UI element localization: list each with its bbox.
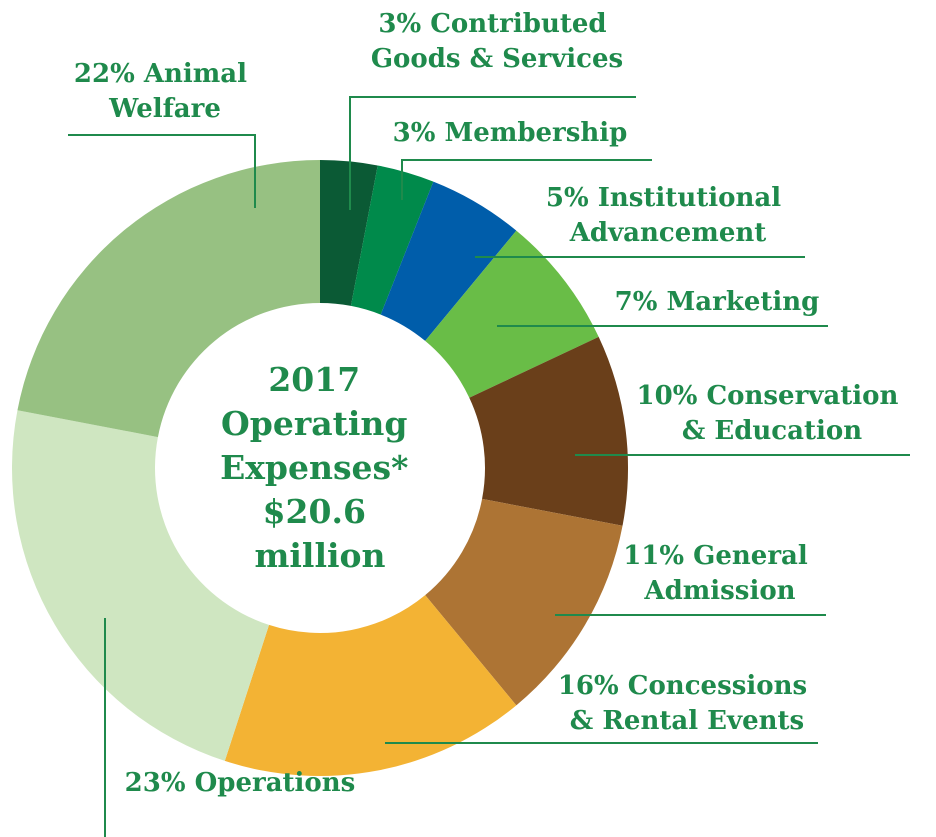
- donut-slice: [224, 595, 517, 776]
- category-label: Concessions & Rental Events: [570, 671, 816, 736]
- donut-slice: [12, 410, 270, 761]
- value-label: 3%: [393, 118, 436, 148]
- category-label: General Admission: [643, 541, 816, 606]
- donut-slice: [425, 230, 599, 398]
- donut-slice: [380, 181, 517, 341]
- slice-label: 10% Conservation & Education: [637, 381, 908, 446]
- donut-slice: [17, 159, 320, 438]
- chart-title: 2017 Operating Expenses* $20.6 million: [220, 360, 420, 575]
- value-label: 23%: [125, 768, 186, 798]
- leader-line: [68, 134, 256, 208]
- donut-slice: [320, 160, 378, 306]
- category-label: Conservation & Education: [682, 381, 908, 446]
- category-label: Operations: [195, 768, 356, 798]
- leader-line: [349, 96, 636, 210]
- value-label: 5%: [546, 183, 589, 213]
- category-label: Contributed Goods & Services: [371, 9, 623, 74]
- slice-label: 16% Concessions & Rental Events: [558, 671, 816, 736]
- donut-slice: [425, 498, 623, 706]
- category-label: Marketing: [667, 287, 820, 317]
- value-label: 7%: [615, 287, 658, 317]
- slice-label: 5% Institutional Advancement: [546, 183, 790, 248]
- value-label: 11%: [623, 541, 684, 571]
- value-label: 22%: [74, 59, 135, 89]
- slice-label: 3% Contributed Goods & Services: [371, 9, 623, 74]
- category-label: Membership: [445, 118, 628, 148]
- slice-label: 11% General Admission: [623, 541, 817, 606]
- value-label: 16%: [558, 671, 619, 701]
- category-label: Institutional Advancement: [569, 183, 790, 248]
- donut-slice: [350, 165, 434, 315]
- slice-label: 23% Operations: [125, 768, 356, 798]
- category-label: Animal Welfare: [108, 59, 256, 124]
- slice-label: 3% Membership: [393, 118, 628, 148]
- donut-slice: [469, 336, 628, 526]
- value-label: 10%: [637, 381, 698, 411]
- slice-label: 7% Marketing: [615, 287, 820, 317]
- slice-label: 22% Animal Welfare: [74, 59, 256, 124]
- value-label: 3%: [378, 9, 421, 39]
- leader-line: [401, 159, 652, 200]
